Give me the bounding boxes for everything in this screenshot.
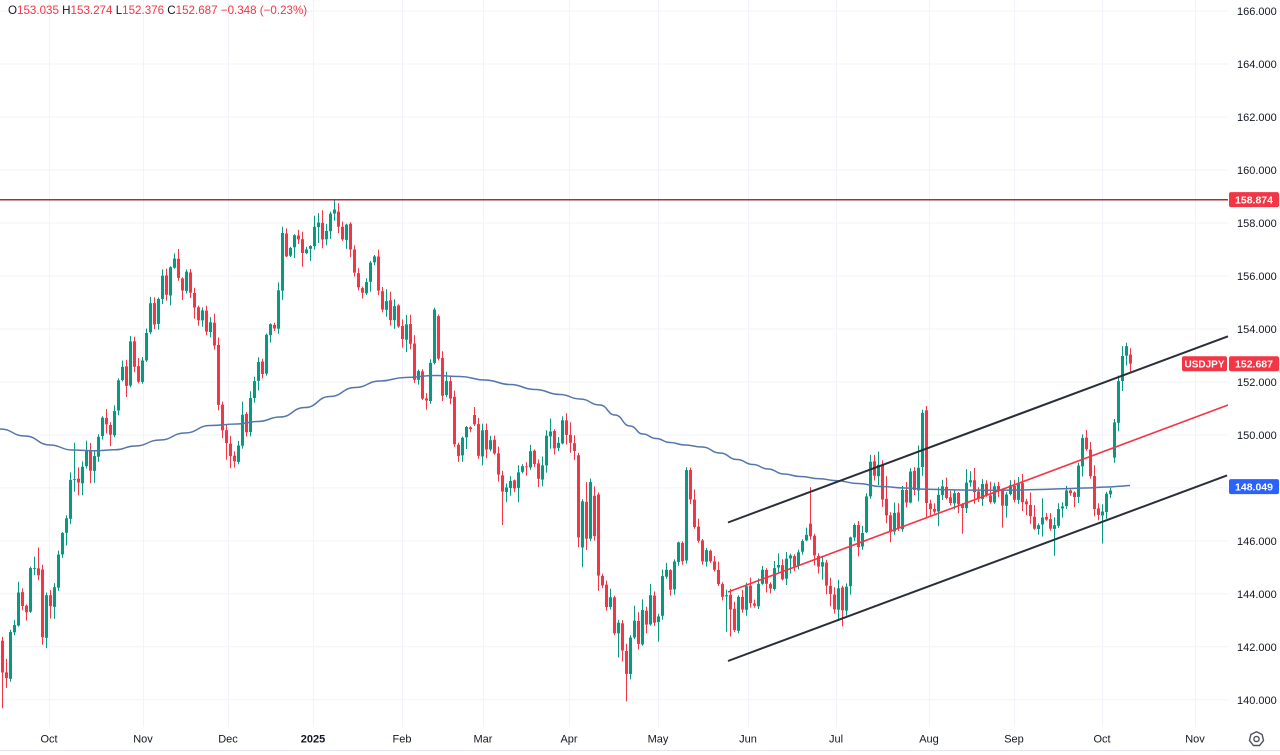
svg-text:162.000: 162.000 bbox=[1237, 112, 1277, 124]
svg-text:May: May bbox=[648, 734, 669, 746]
svg-text:152.000: 152.000 bbox=[1237, 377, 1277, 389]
svg-text:152.687: 152.687 bbox=[1235, 359, 1273, 371]
svg-text:Dec: Dec bbox=[218, 734, 238, 746]
svg-text:Jul: Jul bbox=[829, 734, 843, 746]
svg-text:Nov: Nov bbox=[133, 734, 153, 746]
svg-text:160.000: 160.000 bbox=[1237, 165, 1277, 177]
svg-text:166.000: 166.000 bbox=[1237, 6, 1277, 18]
svg-text:146.000: 146.000 bbox=[1237, 536, 1277, 548]
svg-text:158.874: 158.874 bbox=[1235, 195, 1273, 207]
svg-text:148.049: 148.049 bbox=[1235, 482, 1273, 494]
svg-text:156.000: 156.000 bbox=[1237, 271, 1277, 283]
svg-text:Aug: Aug bbox=[919, 734, 939, 746]
svg-text:142.000: 142.000 bbox=[1237, 642, 1277, 654]
svg-text:USDJPY: USDJPY bbox=[1184, 360, 1224, 371]
svg-text:158.000: 158.000 bbox=[1237, 218, 1277, 230]
svg-text:Jun: Jun bbox=[739, 734, 757, 746]
svg-text:Nov: Nov bbox=[1185, 734, 1205, 746]
svg-text:150.000: 150.000 bbox=[1237, 430, 1277, 442]
svg-text:Oct: Oct bbox=[1093, 734, 1110, 746]
svg-text:Sep: Sep bbox=[1004, 734, 1024, 746]
svg-text:2025: 2025 bbox=[301, 734, 325, 746]
svg-text:144.000: 144.000 bbox=[1237, 589, 1277, 601]
svg-text:Apr: Apr bbox=[560, 734, 577, 746]
svg-text:Oct: Oct bbox=[40, 734, 57, 746]
svg-text:154.000: 154.000 bbox=[1237, 324, 1277, 336]
svg-text:164.000: 164.000 bbox=[1237, 59, 1277, 71]
svg-text:Mar: Mar bbox=[474, 734, 493, 746]
svg-text:O153.035 H153.274 L152.376 C15: O153.035 H153.274 L152.376 C152.687 −0.3… bbox=[8, 4, 307, 17]
svg-text:140.000: 140.000 bbox=[1237, 695, 1277, 707]
svg-text:Feb: Feb bbox=[393, 734, 412, 746]
